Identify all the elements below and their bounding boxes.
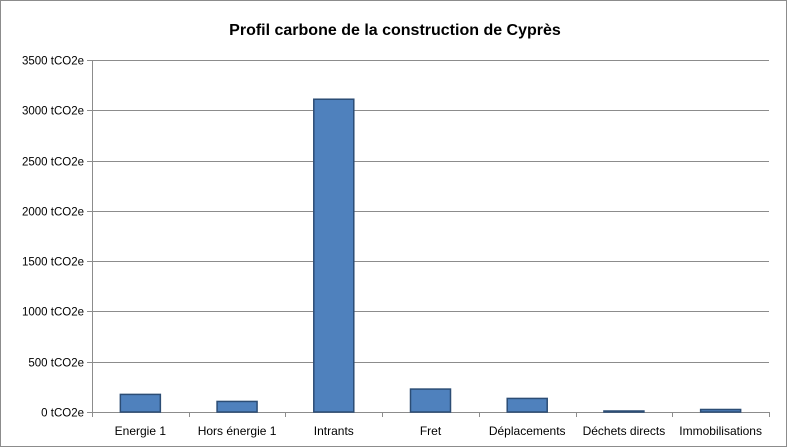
y-tick-label: 2500 tCO2e bbox=[22, 157, 84, 169]
bar bbox=[506, 397, 548, 413]
chart-title: Profil carbone de la construction de Cyp… bbox=[229, 22, 561, 39]
y-axis: 0 tCO2e 500 tCO2e 1000 tCO2e 1500 tCO2e 2000… bbox=[22, 56, 93, 420]
x-tick-label: Déchets directs bbox=[583, 424, 666, 438]
y-tick-label: 3500 tCO2e bbox=[22, 56, 84, 68]
bars bbox=[119, 98, 742, 413]
bar bbox=[313, 98, 355, 413]
bar bbox=[603, 410, 645, 413]
x-tick-label: Immobilisations bbox=[679, 424, 762, 438]
y-tick-label: 3000 tCO2e bbox=[22, 106, 84, 118]
y-tick-label: 0 tCO2e bbox=[41, 408, 84, 420]
bar bbox=[409, 388, 452, 413]
bar bbox=[699, 408, 742, 413]
x-axis: Energie 1 Hors énergie 1 Intrants Fret Dépla… bbox=[92, 412, 770, 438]
x-tick-label: Déplacements bbox=[489, 424, 566, 438]
gridlines bbox=[92, 60, 769, 413]
y-tick-label: 2000 tCO2e bbox=[22, 207, 84, 219]
y-tick-label: 1000 tCO2e bbox=[22, 307, 84, 319]
bar bbox=[216, 400, 258, 413]
y-tick-label: 500 tCO2e bbox=[28, 358, 84, 370]
bar bbox=[119, 393, 162, 413]
x-tick-label: Intrants bbox=[314, 424, 354, 438]
x-tick-label: Hors énergie 1 bbox=[198, 424, 277, 438]
x-tick-label: Fret bbox=[420, 424, 442, 438]
y-tick-label: 1500 tCO2e bbox=[22, 257, 84, 269]
x-tick-label: Energie 1 bbox=[115, 424, 167, 438]
